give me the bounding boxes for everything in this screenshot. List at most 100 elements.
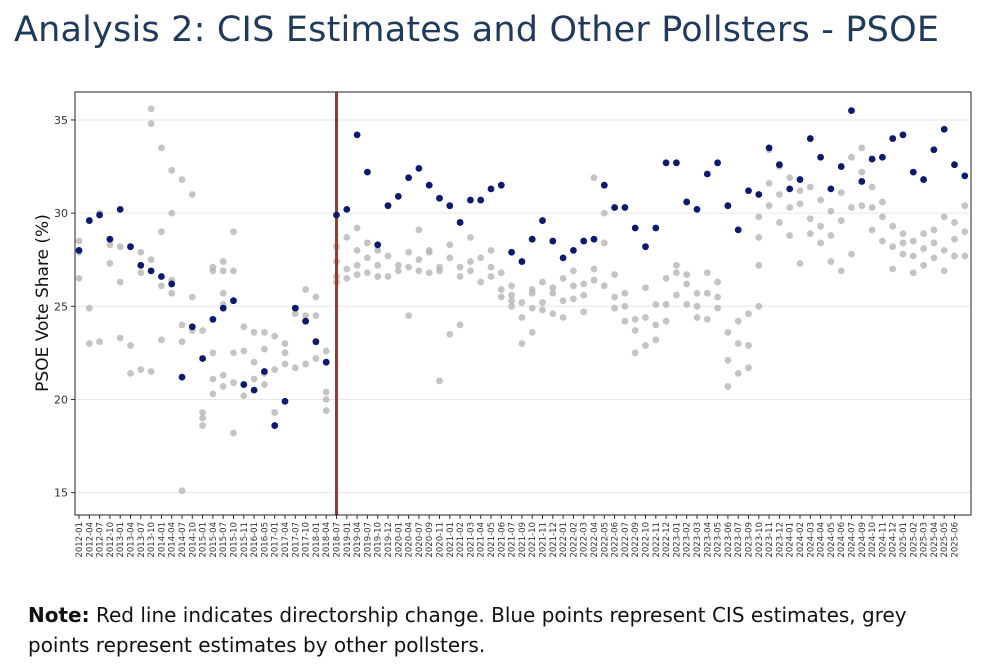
other-pollster-point: [951, 235, 958, 243]
other-pollster-point: [549, 310, 557, 318]
other-pollster-point: [703, 289, 711, 297]
cis-point: [621, 204, 629, 211]
cis-point: [353, 131, 361, 139]
other-pollster-point: [127, 369, 134, 377]
other-pollster-point: [147, 368, 155, 375]
other-pollster-point: [539, 299, 546, 306]
other-pollster-point: [621, 289, 629, 297]
other-pollster-point: [920, 230, 927, 238]
other-pollster-point: [436, 377, 443, 385]
cis-point: [364, 168, 371, 176]
other-pollster-point: [209, 349, 217, 357]
cis-point: [611, 204, 618, 211]
other-pollster-point: [106, 241, 114, 249]
other-pollster-point: [322, 407, 330, 415]
other-pollster-point: [209, 263, 217, 271]
other-pollster-point: [827, 207, 835, 215]
other-pollster-point: [477, 254, 485, 262]
other-pollster-point: [127, 342, 134, 349]
other-pollster-point: [374, 261, 382, 269]
other-pollster-point: [693, 302, 701, 310]
other-pollster-point: [734, 369, 742, 377]
x-tick-label: 2023-12: [775, 522, 785, 558]
other-pollster-point: [322, 396, 330, 403]
other-pollster-point: [312, 312, 320, 320]
other-pollster-point: [580, 280, 588, 288]
other-pollster-point: [291, 310, 299, 318]
cis-point: [394, 192, 402, 200]
other-pollster-point: [755, 261, 763, 269]
cis-point: [961, 172, 969, 180]
other-pollster-point: [456, 263, 464, 271]
x-tick-label: 2025-06: [951, 522, 961, 558]
cis-point: [75, 246, 83, 254]
other-pollster-point: [600, 239, 608, 247]
other-pollster-point: [271, 366, 279, 374]
other-pollster-point: [868, 226, 876, 234]
other-pollster-point: [374, 273, 382, 280]
other-pollster-point: [868, 183, 876, 191]
other-pollster-point: [631, 349, 639, 357]
cis-point: [467, 196, 474, 204]
other-pollster-point: [642, 284, 649, 292]
x-tick-label: 2020-09: [425, 522, 435, 558]
other-pollster-point: [250, 375, 258, 383]
other-pollster-point: [848, 250, 855, 258]
other-pollster-point: [755, 302, 763, 310]
x-tick-label: 2025-02: [909, 522, 919, 558]
other-pollster-point: [230, 228, 237, 236]
other-pollster-point: [477, 278, 485, 286]
other-pollster-point: [487, 273, 495, 280]
other-pollster-point: [518, 340, 526, 347]
other-pollster-point: [137, 248, 145, 256]
cis-point: [405, 174, 412, 182]
x-tick-label: 2021-02: [456, 522, 466, 558]
x-tick-label: 2013-04: [127, 522, 137, 558]
cis-point: [106, 235, 114, 243]
other-pollster-point: [178, 487, 186, 495]
other-pollster-point: [364, 269, 371, 277]
other-pollster-point: [570, 282, 577, 290]
x-tick-label: 2022-01: [559, 522, 569, 558]
other-pollster-point: [364, 254, 371, 262]
x-tick-label: 2024-05: [827, 522, 837, 558]
x-tick-label: 2023-09: [745, 522, 755, 558]
x-tick-label: 2023-10: [755, 522, 765, 558]
x-tick-label: 2012-04: [85, 522, 95, 558]
other-pollster-point: [755, 233, 763, 241]
other-pollster-point: [652, 321, 660, 329]
other-pollster-point: [714, 278, 721, 286]
other-pollster-point: [394, 261, 402, 269]
cis-point: [539, 217, 546, 224]
other-pollster-point: [158, 144, 165, 152]
x-axis-ticks: 2012-01 2012-04 2012-07 2012-10 2013-01 2013-…: [75, 515, 961, 558]
cis-point: [745, 187, 752, 195]
other-pollster-point: [353, 224, 361, 232]
x-tick-label: 2020-11: [436, 522, 446, 558]
other-pollster-point: [920, 245, 927, 252]
other-pollster-point: [415, 226, 423, 234]
cis-point: [147, 267, 155, 275]
other-pollster-point: [693, 289, 701, 297]
other-pollster-point: [683, 280, 691, 288]
other-pollster-point: [879, 237, 886, 245]
y-tick-label: 25: [54, 300, 68, 313]
other-pollster-point: [889, 243, 897, 251]
cis-point: [127, 243, 134, 251]
other-pollster-point: [580, 308, 588, 316]
other-pollster-point: [817, 196, 824, 204]
x-tick-label: 2021-07: [508, 522, 518, 558]
x-tick-label: 2022-07: [621, 522, 631, 558]
x-tick-label: 2025-05: [940, 522, 950, 558]
other-pollster-point: [662, 301, 670, 308]
x-tick-label: 2017-07: [291, 522, 301, 558]
other-pollster-point: [940, 246, 948, 254]
other-pollster-point: [364, 239, 371, 247]
x-tick-label: 2012-07: [96, 522, 106, 558]
other-pollster-point: [590, 265, 598, 273]
other-pollster-point: [467, 267, 474, 275]
x-tick-label: 2015-04: [209, 522, 219, 558]
other-pollster-point: [353, 246, 361, 254]
other-pollster-point: [405, 312, 412, 320]
